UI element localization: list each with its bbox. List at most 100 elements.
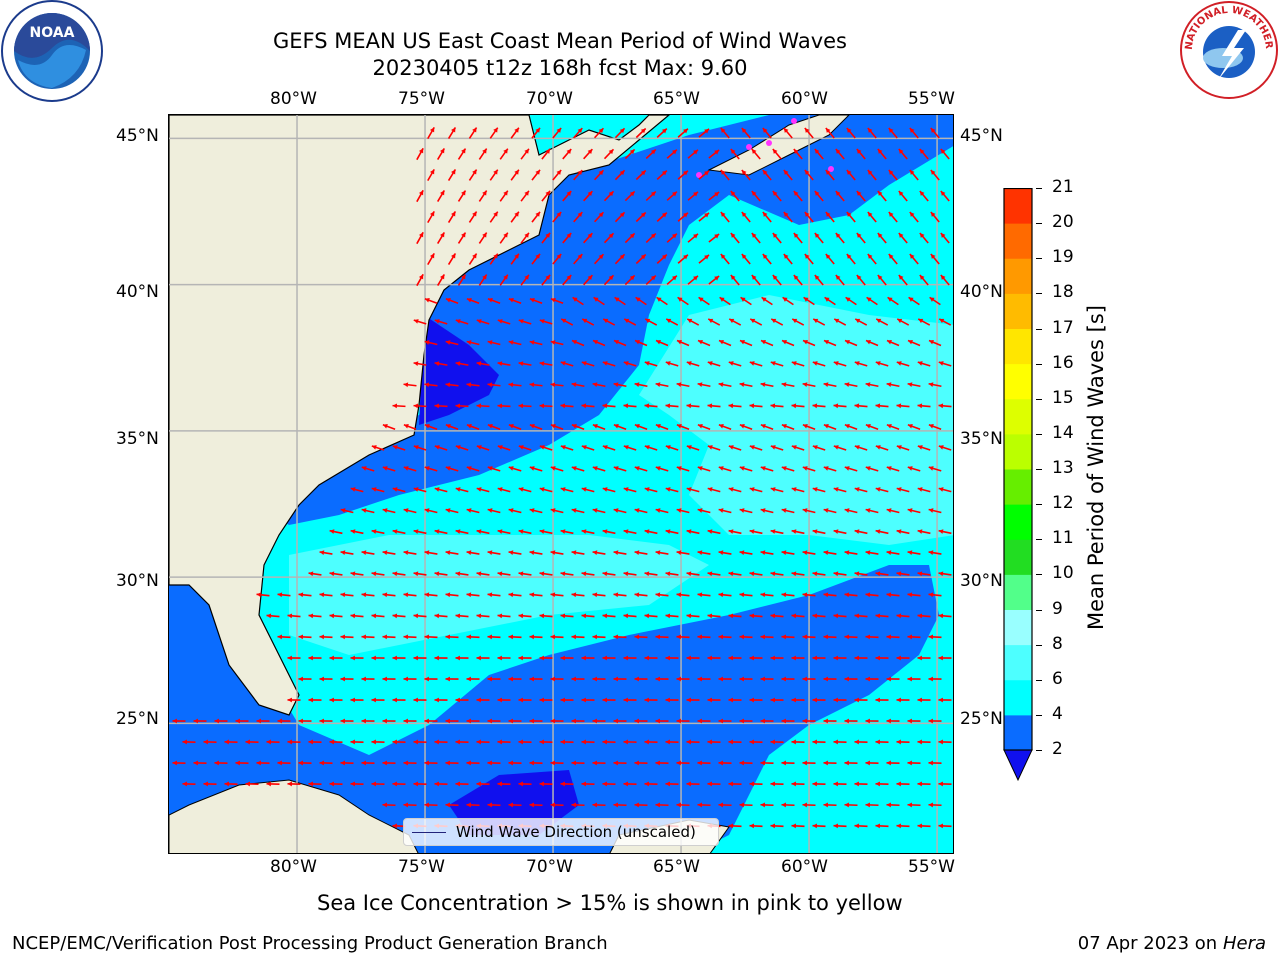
wave-direction-arrow: [686, 613, 700, 619]
wave-direction-arrow: [560, 613, 574, 619]
wave-direction-arrow: [844, 339, 858, 347]
wave-direction-arrow: [781, 550, 795, 556]
wave-direction-arrow: [518, 403, 532, 409]
wave-direction-arrow: [686, 487, 700, 493]
wave-direction-arrow: [403, 802, 417, 808]
wave-direction-arrow: [634, 676, 648, 682]
wave-direction-arrow: [476, 781, 490, 787]
wave-direction-arrow: [802, 339, 816, 347]
wave-direction-arrow: [676, 718, 690, 724]
wave-direction-arrow: [635, 169, 647, 181]
wave-direction-arrow: [791, 739, 805, 745]
wave-direction-arrow: [593, 211, 605, 223]
wave-direction-arrow: [487, 550, 501, 556]
wave-direction-arrow: [634, 802, 648, 808]
wave-direction-arrow: [624, 274, 636, 286]
wave-direction-arrow: [635, 211, 647, 223]
wave-direction-arrow: [529, 424, 543, 430]
wave-direction-arrow: [455, 319, 469, 325]
wave-direction-arrow: [445, 592, 459, 598]
wave-direction-arrow: [812, 529, 826, 535]
wave-direction-arrow: [560, 781, 574, 787]
wave-direction-arrow: [560, 403, 574, 409]
wave-direction-arrow: [896, 823, 910, 829]
wave-direction-arrow: [466, 760, 480, 766]
wave-direction-arrow: [783, 127, 793, 139]
sea-ice-marker: [766, 140, 772, 146]
wave-direction-arrow: [203, 739, 217, 745]
wave-direction-arrow: [520, 190, 530, 202]
wave-direction-arrow: [287, 613, 301, 619]
wave-direction-arrow: [718, 550, 732, 556]
wave-direction-arrow: [938, 655, 952, 661]
wave-direction-arrow: [583, 232, 593, 244]
wave-direction-arrow: [718, 508, 732, 514]
wave-direction-arrow: [573, 211, 583, 223]
wave-direction-arrow: [308, 739, 322, 745]
wave-direction-arrow: [614, 127, 626, 139]
wave-direction-arrow: [760, 676, 774, 682]
wave-direction-arrow: [686, 571, 700, 577]
wave-direction-arrow: [298, 592, 312, 598]
wave-direction-arrow: [287, 697, 301, 703]
wave-direction-arrow: [781, 382, 795, 388]
wave-direction-arrow: [499, 148, 509, 160]
wave-direction-arrow: [603, 274, 615, 286]
wave-direction-arrow: [886, 634, 900, 640]
wave-direction-arrow: [634, 592, 648, 598]
colorbar-segment: [1004, 363, 1032, 400]
noaa-logo: NOAA: [0, 0, 105, 105]
colorbar-tick-label: 12: [1052, 493, 1074, 514]
wave-direction-arrow: [907, 634, 921, 640]
wave-direction-arrow: [739, 508, 753, 514]
wave-direction-arrow: [919, 190, 929, 202]
wave-direction-arrow: [898, 274, 908, 286]
wave-direction-arrow: [539, 403, 553, 409]
wave-direction-arrow: [823, 718, 837, 724]
wave-direction-arrow: [854, 529, 868, 535]
wave-direction-arrow: [476, 403, 490, 409]
wave-direction-arrow: [655, 802, 669, 808]
wave-direction-arrow: [614, 169, 626, 181]
wave-direction-arrow: [478, 232, 488, 244]
wave-direction-arrow: [728, 318, 742, 326]
wave-direction-arrow: [728, 697, 742, 703]
wave-direction-arrow: [655, 634, 669, 640]
wave-direction-arrow: [875, 613, 889, 619]
wave-direction-arrow: [728, 613, 742, 619]
colorbar-tick-label: 13: [1052, 458, 1074, 478]
wave-direction-arrow: [277, 634, 291, 640]
wave-direction-arrow: [698, 296, 710, 306]
wave-direction-arrow: [487, 676, 501, 682]
wave-direction-arrow: [907, 676, 921, 682]
wave-direction-arrow: [416, 231, 424, 245]
wave-direction-arrow: [762, 127, 772, 139]
wave-direction-arrow: [518, 655, 532, 661]
wave-direction-arrow: [447, 211, 457, 223]
wave-direction-arrow: [508, 676, 522, 682]
wave-direction-arrow: [539, 319, 553, 325]
wave-direction-arrow: [613, 508, 627, 514]
wave-direction-arrow: [361, 718, 375, 724]
wave-direction-arrow: [938, 529, 952, 535]
wave-direction-arrow: [308, 697, 322, 703]
wave-direction-arrow: [235, 760, 249, 766]
wave-direction-arrow: [487, 592, 501, 598]
wave-direction-arrow: [867, 169, 877, 181]
wave-direction-arrow: [468, 211, 478, 223]
wave-direction-arrow: [529, 802, 543, 808]
wave-direction-arrow: [930, 127, 940, 139]
wave-direction-arrow: [487, 718, 501, 724]
wave-direction-arrow: [445, 298, 459, 304]
wave-direction-arrow: [634, 718, 648, 724]
wave-direction-arrow: [844, 718, 858, 724]
wave-direction-arrow: [938, 571, 952, 577]
wave-direction-arrow: [749, 697, 763, 703]
wave-direction-arrow: [424, 802, 438, 808]
wave-direction-arrow: [865, 424, 879, 430]
wave-direction-arrow: [728, 571, 742, 577]
wave-direction-arrow: [529, 634, 543, 640]
colorbar-tick-mark: [1036, 574, 1042, 576]
wave-direction-arrow: [802, 550, 816, 556]
wave-direction-arrow: [823, 550, 837, 556]
